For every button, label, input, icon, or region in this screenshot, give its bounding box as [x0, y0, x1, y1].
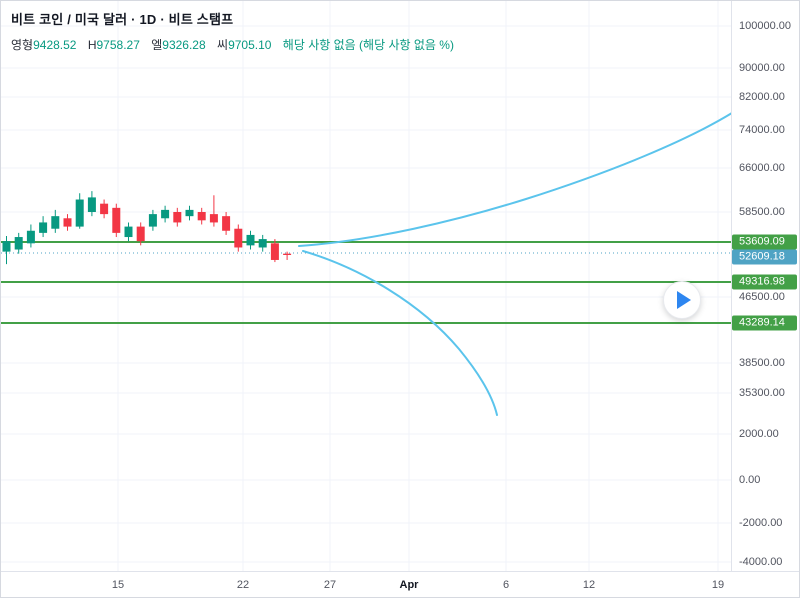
price-axis-label: 38500.00 — [739, 357, 785, 369]
price-axis[interactable]: 100000.00 90000.00 82000.00 74000.00 66000.0… — [731, 1, 799, 571]
candle-body — [51, 216, 60, 229]
candle-body — [234, 228, 243, 248]
candle-body — [148, 214, 157, 227]
price-axis-label: 90000.00 — [739, 62, 785, 74]
open-value: 9428.52 — [33, 38, 77, 52]
candle-body — [258, 239, 267, 248]
price-axis-label: 46500.00 — [739, 291, 785, 303]
price-axis-label: 35300.00 — [739, 387, 785, 399]
candle-body — [87, 197, 96, 212]
candle-body — [100, 203, 109, 215]
time-axis-label: 15 — [111, 579, 125, 591]
candle-body — [246, 234, 255, 246]
price-axis-label: 82000.00 — [739, 91, 785, 103]
candle-body — [136, 226, 145, 242]
candle-body — [75, 199, 84, 227]
price-axis-label: 58500.00 — [739, 206, 785, 218]
candle-body — [124, 226, 133, 238]
symbol-title[interactable]: 비트 코인 / 미국 달러 · 1D · 비트 스탬프 — [11, 12, 234, 27]
go-to-realtime-button[interactable] — [663, 281, 701, 319]
chart-canvas[interactable]: 비트 코인 / 미국 달러 · 1D · 비트 스탬프 영형9428.52 H9… — [1, 1, 731, 571]
close-label: 씨 — [217, 38, 229, 52]
candle-body — [14, 237, 23, 250]
price-axis-label: 66000.00 — [739, 162, 785, 174]
curve-down[interactable] — [302, 250, 498, 416]
price-level-badge: 53609.09 — [732, 234, 797, 250]
time-axis-label: Apr — [399, 579, 419, 591]
change-value: 해당 사항 없음 (해당 사항 없음 %) — [282, 38, 454, 52]
price-axis-label: -4000.00 — [739, 556, 783, 568]
candle-body — [161, 209, 170, 219]
time-axis-label: 6 — [502, 579, 510, 591]
candle-body — [185, 209, 194, 217]
candle-body — [222, 216, 231, 231]
low-value: 9326.28 — [162, 38, 206, 52]
price-axis-label: 0.00 — [739, 474, 761, 486]
candle-body — [197, 212, 206, 221]
chart-legend: 비트 코인 / 미국 달러 · 1D · 비트 스탬프 영형9428.52 H9… — [11, 9, 454, 53]
close-value: 9705.10 — [228, 38, 272, 52]
high-value: 9758.27 — [96, 38, 140, 52]
ohlc-row: 영형9428.52 H9758.27 엘9326.28 씨9705.10 해당 … — [11, 36, 454, 53]
price-level-badge: 49316.98 — [732, 274, 797, 290]
time-axis-label: 12 — [582, 579, 596, 591]
play-icon — [677, 291, 691, 309]
candle-body — [63, 218, 72, 227]
time-axis[interactable]: 15 22 27 Apr 6 12 19 — [1, 571, 799, 597]
open-label: 영형 — [11, 38, 34, 52]
high-label: H — [87, 38, 97, 52]
price-axis-label: -2000.00 — [739, 517, 783, 529]
current-price-badge: 52609.18 — [732, 249, 797, 265]
price-axis-label: 74000.00 — [739, 124, 785, 136]
price-level-badge: 43289.14 — [732, 315, 797, 331]
chart-plot[interactable] — [1, 1, 731, 571]
candle-body — [39, 222, 48, 233]
time-axis-label: 27 — [323, 579, 337, 591]
price-axis-label: 100000.00 — [739, 20, 791, 32]
candle-body — [283, 253, 292, 255]
candle-body — [173, 212, 182, 223]
candle-body — [112, 207, 121, 233]
candle-body — [209, 214, 218, 223]
candle-body — [270, 243, 279, 260]
candle-body — [2, 241, 11, 252]
price-axis-label: 2000.00 — [739, 428, 779, 440]
low-label: 엘 — [151, 38, 163, 52]
time-axis-label: 22 — [236, 579, 250, 591]
candle-body — [26, 230, 35, 244]
time-axis-label: 19 — [711, 579, 725, 591]
curve-up[interactable] — [298, 112, 731, 247]
